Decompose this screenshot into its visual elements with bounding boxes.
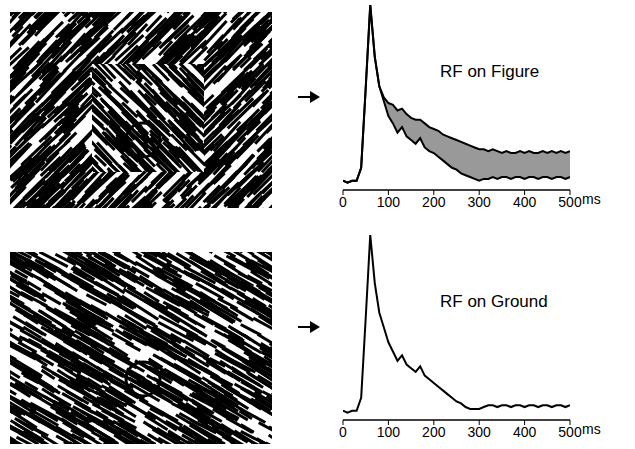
html-text:RF on Ground: RF on Ground — [440, 292, 548, 311]
svg-text:500: 500 — [558, 194, 582, 210]
svg-text:300: 300 — [468, 424, 492, 440]
svg-text:100: 100 — [377, 424, 401, 440]
svg-text:400: 400 — [513, 424, 537, 440]
svg-text:200: 200 — [422, 424, 446, 440]
svg-text:500: 500 — [558, 424, 582, 440]
svg-text:300: 300 — [468, 194, 492, 210]
html-text:ms: ms — [582, 191, 601, 207]
svg-text:400: 400 — [513, 194, 537, 210]
svg-text:200: 200 — [422, 194, 446, 210]
svg-text:100: 100 — [377, 194, 401, 210]
svg-text:0: 0 — [339, 194, 347, 210]
html-text:RF on Figure: RF on Figure — [440, 62, 540, 81]
html-text:ms: ms — [582, 421, 601, 437]
svg-text:0: 0 — [339, 424, 347, 440]
